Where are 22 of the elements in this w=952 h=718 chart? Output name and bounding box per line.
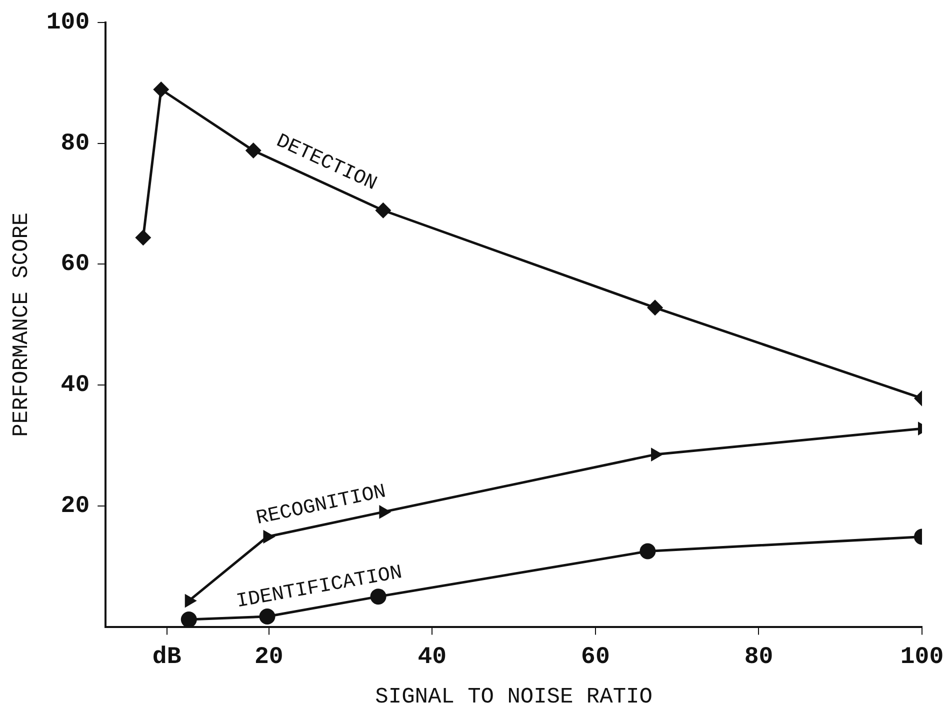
point	[245, 142, 262, 159]
y-tick-label: 60	[60, 251, 90, 278]
point	[375, 202, 392, 218]
y-tick-label: 20	[60, 492, 90, 520]
y-tick-label: 40	[60, 372, 90, 400]
x-tick-label: dB	[152, 644, 182, 672]
point	[153, 81, 170, 98]
point	[259, 608, 276, 625]
point	[180, 612, 197, 627]
point	[135, 230, 152, 246]
y-tick-label: 80	[60, 130, 90, 158]
x-tick-label: 80	[744, 644, 774, 672]
x-axis-title: SIGNAL TO NOISE RATIO	[375, 684, 652, 710]
x-tick-label: 60	[581, 644, 610, 672]
y-tick-label: 100	[46, 9, 90, 36]
x-tick-label: 100	[900, 644, 944, 672]
x-tick-label: 40	[418, 644, 447, 672]
point	[640, 543, 656, 560]
point	[647, 300, 664, 316]
y-axis-title: PERFORMANCE SCORE	[9, 212, 34, 437]
x-tick-label: 20	[254, 644, 284, 672]
point	[184, 594, 197, 608]
